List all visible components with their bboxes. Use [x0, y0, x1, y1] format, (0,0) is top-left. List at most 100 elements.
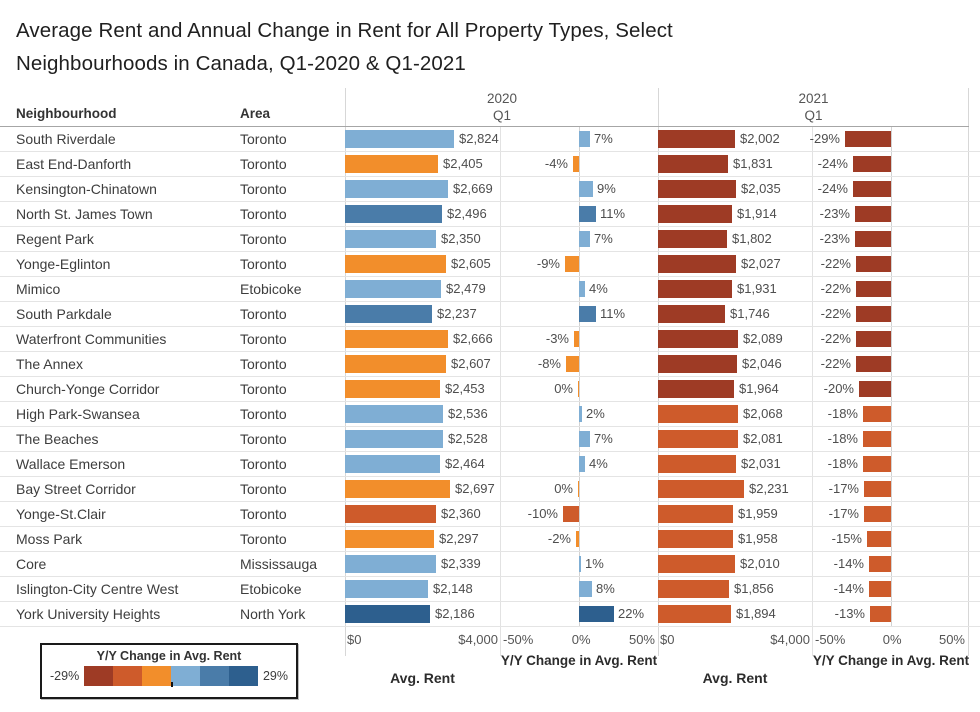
- change-bar[interactable]: [867, 531, 891, 547]
- table-row: Moss Park Toronto $2,297 -2% $1,958 -15%: [0, 527, 980, 552]
- chart-title-line1: Average Rent and Annual Change in Rent f…: [16, 19, 673, 42]
- change-cell: -22%: [812, 327, 970, 351]
- rent-bar[interactable]: [658, 180, 736, 198]
- change-bar[interactable]: [574, 331, 579, 347]
- rent-bar[interactable]: [345, 555, 436, 573]
- change-bar[interactable]: [579, 581, 592, 597]
- change-bar[interactable]: [855, 206, 891, 222]
- change-bar[interactable]: [856, 281, 891, 297]
- rent-bar[interactable]: [658, 605, 731, 623]
- change-bar[interactable]: [563, 506, 579, 522]
- rent-bar[interactable]: [345, 480, 450, 498]
- change-bar[interactable]: [579, 306, 596, 322]
- rent-cell: $1,894: [658, 602, 812, 626]
- legend-swatch[interactable]: [200, 666, 230, 686]
- change-bar[interactable]: [579, 206, 596, 222]
- legend-swatch[interactable]: [229, 666, 258, 686]
- legend-swatches[interactable]: [84, 666, 258, 687]
- change-bar[interactable]: [565, 256, 579, 272]
- change-bar[interactable]: [579, 281, 585, 297]
- change-bar[interactable]: [853, 181, 891, 197]
- change-bar[interactable]: [579, 606, 614, 622]
- rent-bar[interactable]: [345, 580, 428, 598]
- change-bar[interactable]: [856, 306, 891, 322]
- change-bar[interactable]: [566, 356, 579, 372]
- change-bar[interactable]: [579, 431, 590, 447]
- change-bar[interactable]: [864, 481, 891, 497]
- change-bar[interactable]: [579, 456, 585, 472]
- change-bar[interactable]: [863, 431, 891, 447]
- rent-bar[interactable]: [658, 355, 737, 373]
- change-bar[interactable]: [579, 406, 582, 422]
- zero-line: [891, 227, 892, 251]
- change-bar[interactable]: [853, 156, 891, 172]
- rent-bar[interactable]: [345, 405, 443, 423]
- rent-bar[interactable]: [658, 455, 736, 473]
- rent-bar[interactable]: [345, 530, 434, 548]
- change-bar[interactable]: [856, 256, 891, 272]
- table-row: East End-Danforth Toronto $2,405 -4% $1,831 -…: [0, 152, 980, 177]
- area-label: Toronto: [240, 231, 287, 247]
- rent-bar[interactable]: [658, 430, 738, 448]
- change-bar[interactable]: [579, 556, 581, 572]
- change-bar[interactable]: [579, 181, 593, 197]
- change-bar[interactable]: [578, 381, 579, 397]
- rent-bar[interactable]: [345, 155, 438, 173]
- rent-bar[interactable]: [345, 605, 430, 623]
- change-bar[interactable]: [869, 581, 891, 597]
- rent-bar[interactable]: [658, 530, 733, 548]
- rent-bar[interactable]: [658, 305, 725, 323]
- change-cell: 1%: [500, 552, 658, 576]
- legend-swatch[interactable]: [171, 666, 201, 686]
- change-bar[interactable]: [856, 356, 891, 372]
- change-bar[interactable]: [579, 231, 590, 247]
- change-bar[interactable]: [855, 231, 891, 247]
- rent-bar[interactable]: [345, 330, 448, 348]
- change-bar[interactable]: [863, 406, 891, 422]
- change-bar[interactable]: [578, 481, 579, 497]
- rent-bar[interactable]: [658, 580, 729, 598]
- rent-bar[interactable]: [345, 255, 446, 273]
- rent-bar[interactable]: [345, 180, 448, 198]
- rent-bar[interactable]: [658, 155, 728, 173]
- rent-bar[interactable]: [658, 405, 738, 423]
- change-bar[interactable]: [845, 131, 891, 147]
- rent-bar[interactable]: [345, 505, 436, 523]
- rent-bar[interactable]: [658, 205, 732, 223]
- rent-bar[interactable]: [658, 330, 738, 348]
- rent-bar[interactable]: [345, 380, 440, 398]
- rent-bar[interactable]: [345, 305, 432, 323]
- legend-swatch[interactable]: [113, 666, 143, 686]
- rent-value-label: $1,831: [733, 156, 773, 171]
- legend-min-label: -29%: [50, 669, 80, 683]
- rent-bar[interactable]: [658, 380, 734, 398]
- change-value-label: -14%: [833, 556, 864, 571]
- change-bar[interactable]: [579, 131, 590, 147]
- change-bar[interactable]: [864, 506, 891, 522]
- rent-bar[interactable]: [658, 555, 735, 573]
- rent-bar[interactable]: [658, 480, 744, 498]
- rent-bar[interactable]: [345, 430, 443, 448]
- rent-bar[interactable]: [345, 130, 454, 148]
- rent-bar[interactable]: [658, 255, 736, 273]
- rent-bar[interactable]: [345, 205, 442, 223]
- legend-swatch[interactable]: [142, 666, 172, 686]
- rent-bar[interactable]: [658, 280, 732, 298]
- change-value-label: 7%: [594, 231, 613, 246]
- change-bar[interactable]: [870, 606, 891, 622]
- rent-bar[interactable]: [658, 130, 735, 148]
- change-bar[interactable]: [576, 531, 579, 547]
- change-bar[interactable]: [856, 331, 891, 347]
- rent-bar[interactable]: [345, 230, 436, 248]
- change-bar[interactable]: [859, 381, 891, 397]
- legend-swatch[interactable]: [84, 666, 114, 686]
- change-bar[interactable]: [869, 556, 891, 572]
- rent-bar[interactable]: [345, 455, 440, 473]
- zero-line: [891, 252, 892, 276]
- rent-bar[interactable]: [658, 230, 727, 248]
- rent-bar[interactable]: [345, 355, 446, 373]
- rent-bar[interactable]: [658, 505, 733, 523]
- rent-bar[interactable]: [345, 280, 441, 298]
- change-bar[interactable]: [863, 456, 891, 472]
- change-bar[interactable]: [573, 156, 579, 172]
